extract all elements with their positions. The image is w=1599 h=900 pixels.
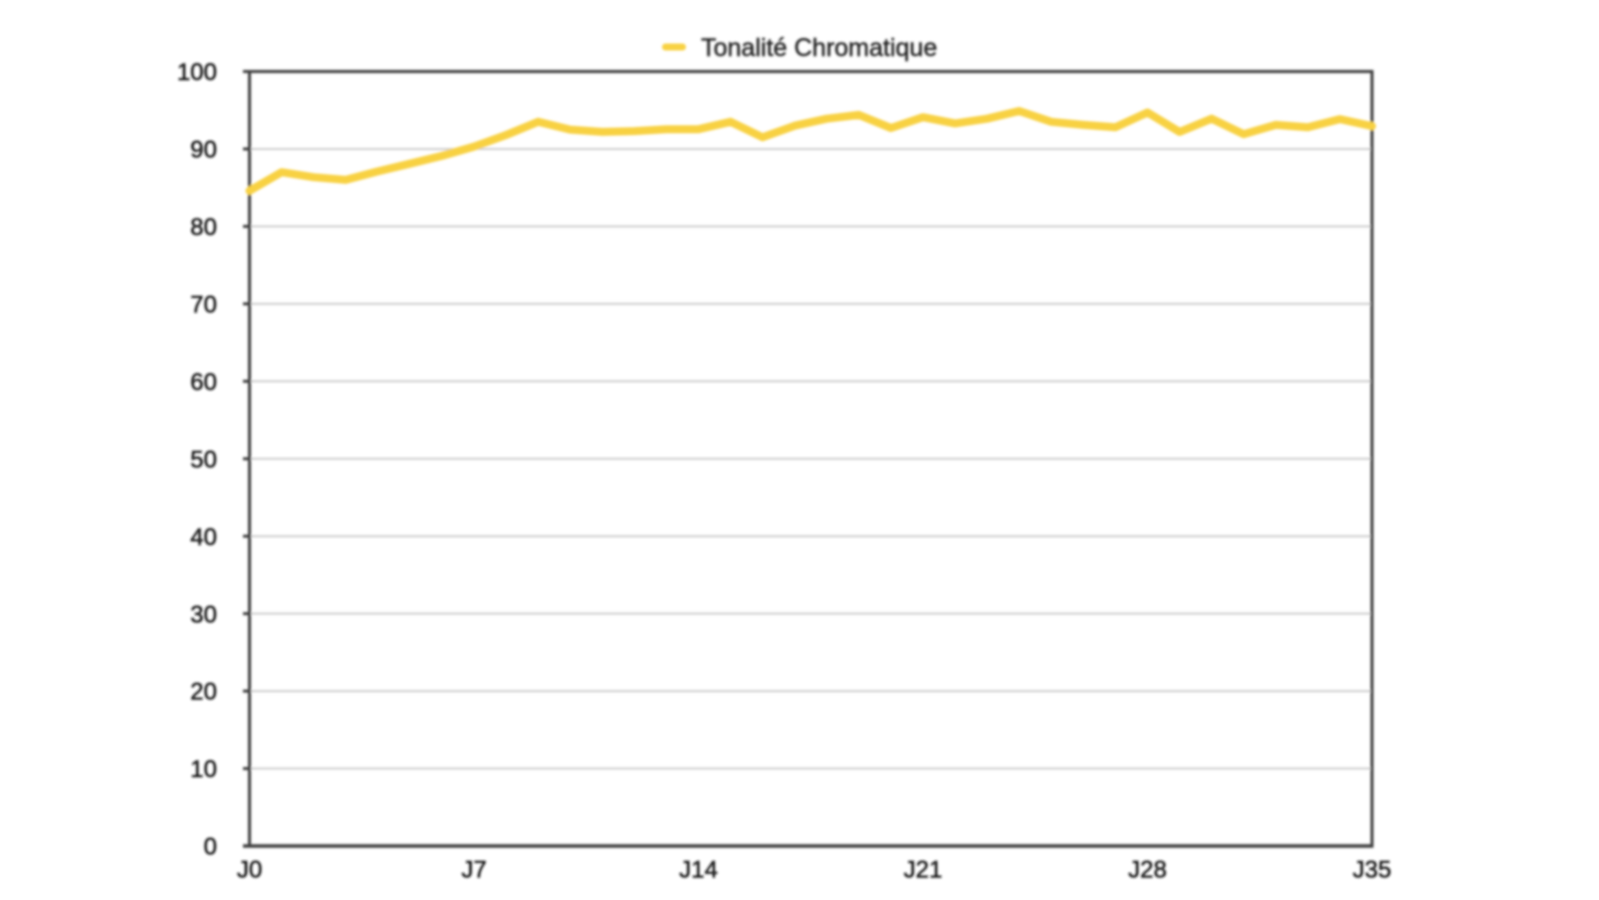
svg-text:J7: J7 bbox=[461, 857, 486, 884]
svg-text:10: 10 bbox=[190, 756, 217, 783]
svg-text:Tonalité Chromatique: Tonalité Chromatique bbox=[701, 34, 937, 62]
svg-text:70: 70 bbox=[190, 291, 217, 318]
svg-text:J35: J35 bbox=[1353, 857, 1392, 884]
svg-text:50: 50 bbox=[190, 446, 217, 473]
svg-text:J0: J0 bbox=[237, 857, 262, 884]
svg-text:20: 20 bbox=[190, 679, 217, 706]
svg-text:60: 60 bbox=[190, 369, 217, 396]
svg-text:J14: J14 bbox=[679, 857, 718, 884]
svg-text:90: 90 bbox=[190, 137, 217, 164]
svg-text:100: 100 bbox=[177, 59, 217, 86]
svg-text:40: 40 bbox=[190, 524, 217, 551]
svg-text:0: 0 bbox=[204, 834, 217, 861]
svg-text:30: 30 bbox=[190, 601, 217, 628]
svg-text:80: 80 bbox=[190, 214, 217, 241]
svg-text:J21: J21 bbox=[904, 857, 943, 884]
svg-text:J28: J28 bbox=[1128, 857, 1167, 884]
